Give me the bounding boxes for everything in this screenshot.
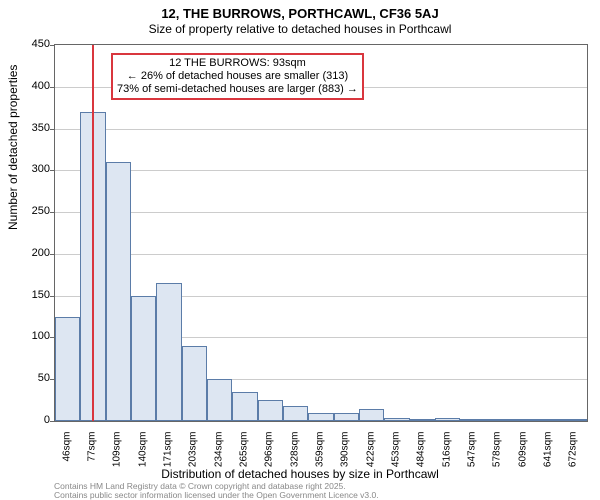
- y-tick-label: 100: [10, 330, 50, 342]
- x-tick-label: 77sqm: [87, 432, 98, 482]
- bar: [334, 413, 359, 421]
- bar: [460, 419, 485, 422]
- y-tick: [50, 87, 55, 88]
- x-tick-label: 672sqm: [568, 432, 579, 482]
- x-tick-label: 390sqm: [340, 432, 351, 482]
- x-tick-label: 203sqm: [188, 432, 199, 482]
- annotation-line-3: 73% of semi-detached houses are larger (…: [117, 83, 358, 96]
- y-tick-label: 50: [10, 372, 50, 384]
- bar: [359, 409, 384, 421]
- plot-area: 12 THE BURROWS: 93sqm ← 26% of detached …: [54, 44, 588, 422]
- bar: [232, 392, 257, 421]
- y-tick-label: 250: [10, 205, 50, 217]
- y-tick: [50, 170, 55, 171]
- x-tick-label: 328sqm: [289, 432, 300, 482]
- x-tick-label: 171sqm: [163, 432, 174, 482]
- y-tick-label: 150: [10, 289, 50, 301]
- annotation-line-2: ← 26% of detached houses are smaller (31…: [117, 70, 358, 83]
- bar: [156, 283, 181, 421]
- bar: [258, 400, 283, 421]
- y-tick-label: 300: [10, 163, 50, 175]
- y-tick-label: 400: [10, 80, 50, 92]
- bar: [207, 379, 232, 421]
- bar: [131, 296, 156, 421]
- y-tick-label: 450: [10, 38, 50, 50]
- x-tick-label: 296sqm: [264, 432, 275, 482]
- y-tick-label: 350: [10, 122, 50, 134]
- bar: [283, 406, 308, 421]
- bar: [384, 418, 409, 421]
- x-tick-label: 516sqm: [441, 432, 452, 482]
- bar: [308, 413, 333, 421]
- y-tick: [50, 296, 55, 297]
- x-tick-label: 484sqm: [416, 432, 427, 482]
- annotation-callout: 12 THE BURROWS: 93sqm ← 26% of detached …: [111, 53, 364, 100]
- y-tick: [50, 129, 55, 130]
- bar: [486, 419, 511, 421]
- chart-title: 12, THE BURROWS, PORTHCAWL, CF36 5AJ: [0, 0, 600, 21]
- bar: [562, 419, 587, 421]
- x-tick-label: 109sqm: [112, 432, 123, 482]
- x-tick-label: 265sqm: [239, 432, 250, 482]
- gridline: [55, 129, 587, 130]
- x-tick-label: 46sqm: [61, 432, 72, 482]
- y-tick: [50, 421, 55, 422]
- y-tick: [50, 254, 55, 255]
- bar: [435, 418, 460, 421]
- footer-attribution: Contains HM Land Registry data © Crown c…: [54, 482, 379, 500]
- x-tick-label: 641sqm: [543, 432, 554, 482]
- y-tick: [50, 212, 55, 213]
- y-tick-label: 0: [10, 414, 50, 426]
- x-tick-label: 609sqm: [517, 432, 528, 482]
- y-tick-label: 200: [10, 247, 50, 259]
- footer-line-2: Contains public sector information licen…: [54, 491, 379, 500]
- gridline: [55, 212, 587, 213]
- gridline: [55, 254, 587, 255]
- x-tick-label: 578sqm: [492, 432, 503, 482]
- bar: [106, 162, 131, 421]
- x-tick-label: 140sqm: [137, 432, 148, 482]
- x-tick-label: 453sqm: [391, 432, 402, 482]
- y-tick: [50, 45, 55, 46]
- reference-line: [92, 45, 94, 421]
- chart-container: 12, THE BURROWS, PORTHCAWL, CF36 5AJ Siz…: [0, 0, 600, 500]
- x-tick-label: 547sqm: [467, 432, 478, 482]
- bar: [182, 346, 207, 421]
- x-tick-label: 422sqm: [365, 432, 376, 482]
- x-tick-label: 359sqm: [315, 432, 326, 482]
- gridline: [55, 170, 587, 171]
- bar: [410, 419, 435, 422]
- bar: [511, 419, 536, 421]
- chart-subtitle: Size of property relative to detached ho…: [0, 21, 600, 36]
- bar: [55, 317, 80, 421]
- annotation-line-1: 12 THE BURROWS: 93sqm: [117, 57, 358, 70]
- bar: [536, 419, 561, 421]
- x-tick-label: 234sqm: [213, 432, 224, 482]
